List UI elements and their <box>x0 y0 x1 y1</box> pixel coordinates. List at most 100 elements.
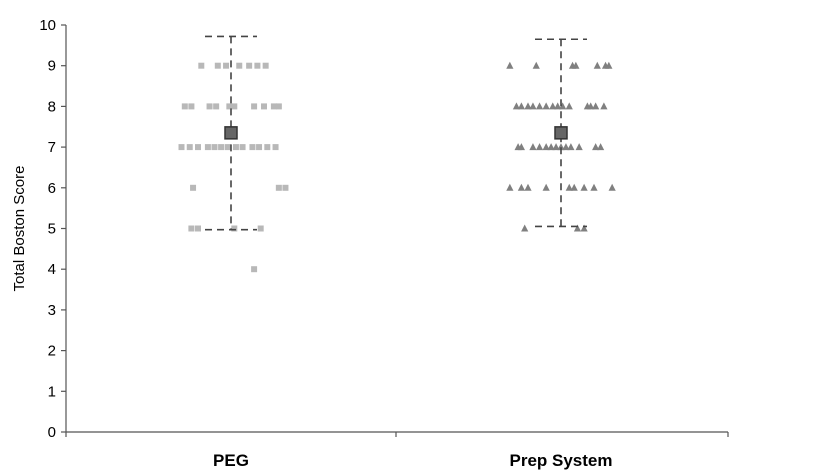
data-point <box>542 143 550 151</box>
data-point <box>223 62 230 69</box>
data-point <box>535 143 544 151</box>
data-point <box>565 102 573 110</box>
y-tick-label: 7 <box>48 139 56 156</box>
data-point <box>580 183 588 191</box>
data-point <box>251 266 258 273</box>
y-tick-label: 6 <box>48 180 56 197</box>
data-point <box>529 102 537 110</box>
data-point <box>535 102 544 110</box>
data-point <box>529 143 537 151</box>
y-tick-label: 5 <box>48 221 56 238</box>
data-point <box>272 144 279 151</box>
data-point <box>575 143 583 151</box>
data-point <box>592 102 600 110</box>
data-point <box>178 144 185 151</box>
data-point <box>559 102 567 110</box>
data-point <box>232 144 239 151</box>
data-point <box>275 184 282 191</box>
data-point <box>261 103 267 110</box>
data-point <box>190 184 197 191</box>
category-label: PEG <box>213 451 249 470</box>
data-point <box>512 102 521 110</box>
data-point <box>592 143 600 151</box>
data-point <box>198 62 205 69</box>
data-point <box>557 143 565 151</box>
data-point <box>254 62 261 69</box>
plot-area <box>178 35 616 273</box>
data-point <box>211 144 218 151</box>
data-point <box>587 102 595 110</box>
data-point <box>524 102 532 110</box>
category-labels: PEG Prep System <box>213 451 612 470</box>
data-point <box>542 183 550 191</box>
data-point <box>231 103 238 110</box>
data-point <box>605 61 613 69</box>
data-point <box>181 103 188 110</box>
data-point <box>570 183 578 191</box>
data-point <box>552 143 560 151</box>
data-point <box>186 144 193 151</box>
data-point <box>249 144 256 151</box>
y-tick-label: 0 <box>48 424 56 441</box>
data-point <box>573 224 582 232</box>
series-prep-system <box>506 38 616 232</box>
y-tick-label: 2 <box>48 343 56 360</box>
data-point <box>204 144 211 151</box>
data-point <box>213 103 220 110</box>
data-point <box>256 144 263 151</box>
data-point <box>549 102 557 110</box>
data-point <box>562 143 570 151</box>
x-axis-ticks <box>65 432 729 437</box>
data-point <box>521 224 529 232</box>
data-point <box>188 225 195 232</box>
data-point <box>547 143 555 151</box>
y-tick-label: 4 <box>48 261 56 278</box>
data-point <box>506 61 514 69</box>
data-point <box>517 102 525 110</box>
data-point <box>600 102 608 110</box>
data-point <box>532 61 540 69</box>
data-point <box>257 225 264 232</box>
data-point <box>262 62 269 69</box>
data-point <box>214 62 221 69</box>
y-tick-label: 10 <box>39 17 56 34</box>
data-point <box>608 183 616 191</box>
data-point <box>251 103 258 110</box>
data-point <box>231 225 238 232</box>
data-point <box>226 103 233 110</box>
y-tick-label: 3 <box>48 302 56 319</box>
series-peg <box>178 35 289 273</box>
data-point <box>597 143 605 151</box>
category-label: Prep System <box>510 451 613 470</box>
data-point <box>282 184 289 191</box>
data-point <box>195 225 201 232</box>
data-point <box>517 143 525 151</box>
y-axis-title: Total Boston Score <box>11 166 28 292</box>
data-point <box>517 183 525 191</box>
data-point <box>236 62 243 69</box>
data-point <box>275 103 282 110</box>
data-point <box>590 183 598 191</box>
data-point <box>239 144 246 151</box>
data-point <box>224 144 231 151</box>
mean-marker <box>224 126 238 140</box>
mean-marker <box>554 126 568 140</box>
y-axis-ticks: 0 1 2 3 4 5 6 7 8 9 10 <box>39 17 66 441</box>
data-point <box>593 61 601 69</box>
data-point <box>218 144 225 151</box>
data-point <box>554 102 562 110</box>
data-point <box>270 103 277 110</box>
data-point <box>188 103 195 110</box>
data-point <box>246 62 253 69</box>
y-tick-label: 1 <box>48 383 56 400</box>
data-point <box>506 183 514 191</box>
data-point <box>206 103 213 110</box>
data-point <box>572 61 580 69</box>
data-point <box>524 183 532 191</box>
data-point <box>567 143 575 151</box>
data-point <box>542 102 550 110</box>
data-point <box>195 144 201 151</box>
data-point <box>264 144 271 151</box>
data-point <box>565 183 573 191</box>
